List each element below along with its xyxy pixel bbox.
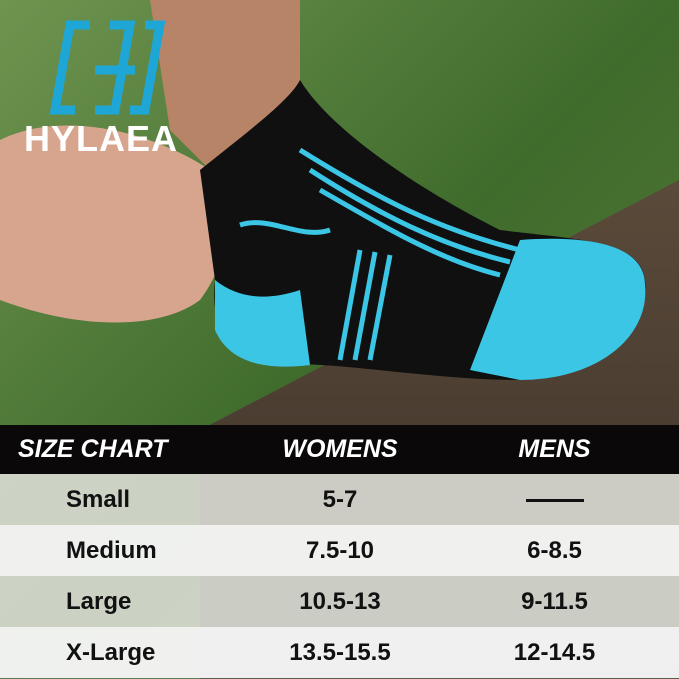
dash-icon [525, 498, 584, 502]
womens-size: 7.5-10 [305, 536, 375, 564]
table-row: Large 10.5-13 9-11.5 [0, 576, 679, 627]
header-size-chart: SIZE CHART [18, 435, 168, 463]
womens-size: 5-7 [322, 485, 358, 513]
header-womens: WOMENS [282, 435, 398, 463]
mens-size: 9-11.5 [521, 587, 588, 615]
size-chart-header: SIZE CHART WOMENS MENS [0, 425, 679, 474]
size-label: Large [66, 587, 132, 615]
womens-size: 10.5-13 [299, 587, 381, 615]
mens-size: 12-14.5 [513, 638, 596, 666]
hylaea-logo-icon [49, 20, 166, 115]
table-row: Medium 7.5-10 6-8.5 [0, 525, 679, 576]
size-chart-table: SIZE CHART WOMENS MENS Small 5-7 — Mediu… [0, 425, 679, 679]
table-row: Small 5-7 — [0, 474, 679, 525]
mens-size: 6-8.5 [527, 536, 582, 564]
size-label: X-Large [66, 638, 156, 666]
brand-name: HYLAEA [24, 118, 179, 159]
table-row: X-Large 13.5-15.5 12-14.5 [0, 627, 679, 678]
size-label: Small [66, 485, 131, 513]
size-label: Medium [66, 536, 157, 564]
mens-size-none: — [430, 486, 679, 514]
womens-size: 13.5-15.5 [289, 638, 391, 666]
header-mens: MENS [518, 435, 591, 463]
